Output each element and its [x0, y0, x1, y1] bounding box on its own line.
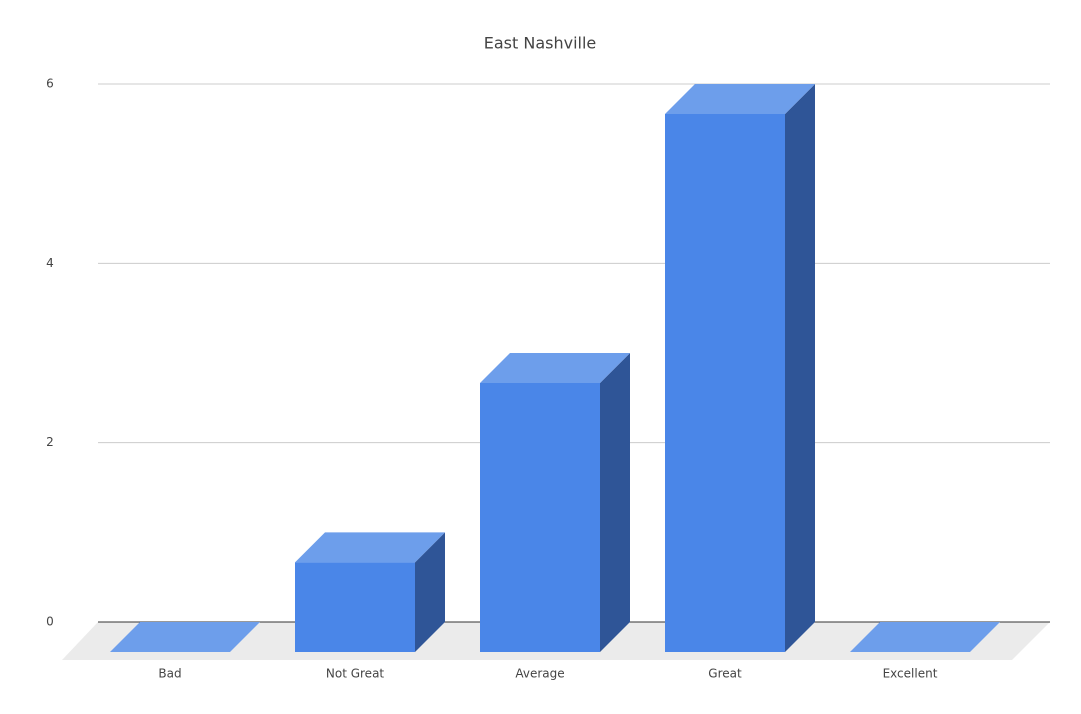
y-tick-label: 6: [46, 77, 54, 91]
x-tick-label: Bad: [158, 667, 181, 681]
x-tick-label: Great: [708, 667, 742, 681]
bar-front: [665, 114, 785, 652]
x-tick-label: Not Great: [326, 667, 385, 681]
bar-top: [850, 622, 1000, 652]
bar-front: [295, 562, 415, 652]
bar-top: [665, 84, 815, 114]
y-tick-label: 2: [46, 435, 54, 449]
y-tick-label: 0: [46, 615, 54, 629]
bar-side: [415, 532, 445, 652]
x-tick-label: Average: [515, 667, 564, 681]
chart-title: East Nashville: [484, 34, 597, 53]
y-tick-label: 4: [46, 256, 54, 270]
bar-side: [600, 353, 630, 652]
bar-front: [480, 383, 600, 652]
bar-top: [295, 532, 445, 563]
bar-top: [480, 353, 630, 383]
bar-top: [110, 622, 260, 652]
bar-side: [785, 84, 815, 652]
x-tick-label: Excellent: [883, 667, 938, 681]
